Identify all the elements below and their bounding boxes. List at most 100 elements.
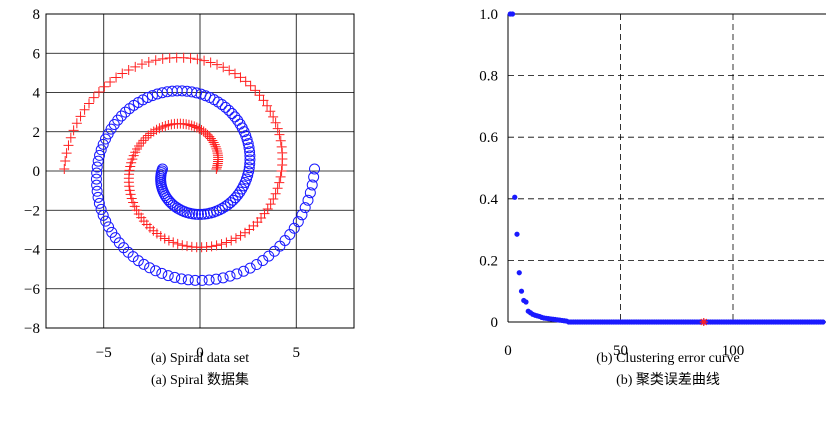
circle-marker (174, 203, 186, 215)
circle-marker (91, 161, 103, 173)
circle-marker (229, 111, 241, 123)
plus-marker (145, 128, 156, 139)
plus-marker (157, 121, 168, 132)
red-star-marker (699, 318, 708, 326)
plus-marker (60, 156, 71, 167)
plus-marker (163, 235, 174, 246)
plus-marker (61, 148, 72, 159)
plus-marker (262, 100, 273, 111)
circle-marker (92, 191, 104, 203)
plus-marker (129, 201, 140, 212)
circle-marker (95, 203, 107, 215)
plus-marker (65, 132, 76, 143)
plus-marker (125, 189, 136, 200)
plus-marker (274, 177, 285, 188)
spiral-y-tick-label: 2 (33, 125, 41, 141)
circle-marker (288, 222, 300, 234)
circle-marker (100, 215, 112, 227)
error-y-tick-label: 0.8 (479, 69, 498, 85)
circle-marker (94, 149, 106, 161)
plus-marker (189, 121, 200, 132)
plus-marker (268, 111, 279, 122)
plus-marker (199, 55, 210, 66)
spiral-y-tick-label: 4 (33, 86, 41, 102)
plus-marker (226, 235, 237, 246)
circle-marker (156, 267, 168, 279)
circle-marker (124, 103, 136, 115)
circle-marker (229, 192, 241, 204)
plus-marker (155, 231, 166, 242)
circle-marker (196, 274, 208, 286)
plus-marker (268, 194, 279, 205)
spiral-x-tick-label: 0 (196, 345, 204, 361)
plus-marker (151, 124, 162, 135)
plus-marker (143, 130, 154, 141)
circle-marker (93, 197, 105, 209)
plus-marker (274, 129, 285, 140)
error-dot (518, 288, 525, 294)
error-grid (508, 14, 826, 322)
star-marker (699, 318, 708, 326)
plus-marker (221, 237, 232, 248)
circle-marker (244, 262, 256, 274)
circle-marker (296, 209, 308, 221)
circle-marker (192, 208, 204, 220)
circle-marker (244, 146, 256, 158)
circle-marker (224, 270, 236, 282)
plus-marker (143, 56, 154, 67)
plus-marker (123, 64, 134, 75)
spiral-x-tick-label: −5 (96, 345, 112, 361)
plus-marker (128, 197, 139, 208)
spiral-grid (46, 14, 354, 328)
circle-marker (302, 194, 314, 206)
circle-marker (234, 118, 246, 130)
error-dot (512, 194, 518, 200)
circle-marker (223, 104, 235, 116)
error-x-tick-label: 0 (504, 343, 512, 359)
circle-marker (119, 106, 131, 118)
circle-marker (232, 189, 244, 201)
circle-marker (162, 270, 174, 282)
circle-marker (95, 144, 107, 156)
spiral-y-tick-label: −8 (24, 321, 40, 337)
circle-marker (132, 255, 144, 267)
caption-a-chinese: (a) Spiral 数据集 (151, 373, 249, 388)
circle-marker (151, 88, 163, 100)
circle-marker (244, 150, 256, 162)
spiral-y-tick-label: 8 (33, 7, 41, 23)
plus-marker (111, 72, 122, 83)
plus-marker (183, 119, 194, 130)
error-dot (516, 270, 522, 276)
circle-marker (195, 208, 207, 220)
error-x-tick-label: 50 (613, 343, 628, 359)
circle-marker (226, 108, 238, 120)
circle-marker (100, 133, 112, 145)
plus-marker (88, 92, 99, 103)
plus-marker (211, 240, 222, 251)
circle-marker (304, 187, 316, 199)
spiral-ticks: −5 0 5 −8 −6 −4 −2 0 2 4 6 8 (24, 7, 300, 361)
plus-marker (210, 141, 221, 152)
error-dot (514, 231, 520, 237)
error-y-tick-label: 0.4 (479, 192, 498, 208)
error-x-tick-label: 100 (722, 343, 745, 359)
plus-marker (140, 132, 151, 143)
circle-marker (242, 169, 254, 181)
circle-marker (156, 87, 168, 99)
circle-marker (251, 259, 263, 271)
plus-marker (250, 85, 261, 96)
plus-marker (164, 53, 175, 64)
plus-marker (275, 171, 286, 182)
plus-marker (258, 95, 269, 106)
plus-marker (136, 138, 147, 149)
plus-marker (276, 166, 287, 177)
plus-marker (230, 233, 241, 244)
plus-marker (265, 106, 276, 117)
error-ticks: 0 50 100 0 0.2 0.4 0.6 0.8 1.0 (479, 7, 744, 359)
plus-marker (209, 139, 220, 150)
plus-marker (245, 80, 256, 91)
plus-marker (182, 241, 193, 252)
circle-marker (150, 265, 162, 277)
plus-marker (68, 125, 79, 136)
blue-circle-series (90, 85, 321, 286)
